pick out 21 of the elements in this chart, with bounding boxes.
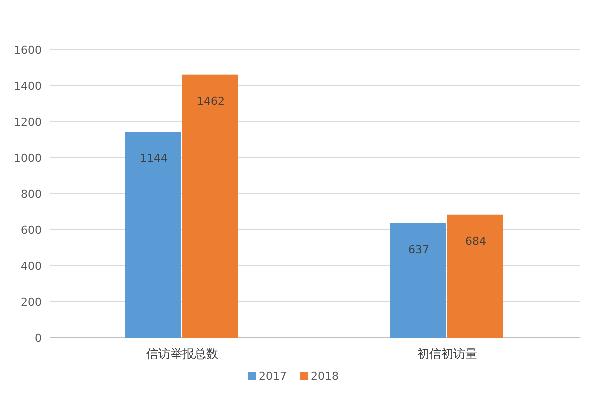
y-tick-label: 0 <box>35 332 42 345</box>
y-tick-label: 600 <box>21 224 42 237</box>
bar <box>390 223 446 338</box>
bar <box>448 214 504 338</box>
x-tick-label: 信访举报总数 <box>146 347 218 361</box>
y-tick-label: 400 <box>21 260 42 273</box>
y-tick-label: 200 <box>21 296 42 309</box>
legend-label: 2017 <box>259 370 287 383</box>
y-tick-label: 1400 <box>14 80 42 93</box>
y-tick-label: 1200 <box>14 116 42 129</box>
data-label: 637 <box>408 243 430 256</box>
data-label: 1462 <box>197 94 225 108</box>
bar <box>126 132 182 338</box>
bar <box>182 74 238 338</box>
x-tick-label: 初信初访量 <box>418 347 478 361</box>
y-tick-label: 1600 <box>14 44 42 57</box>
y-tick-label: 800 <box>21 188 42 201</box>
y-tick-label: 1000 <box>14 152 42 165</box>
legend-label: 2018 <box>311 370 339 383</box>
data-label: 1144 <box>140 152 168 166</box>
data-label: 684 <box>466 234 486 248</box>
